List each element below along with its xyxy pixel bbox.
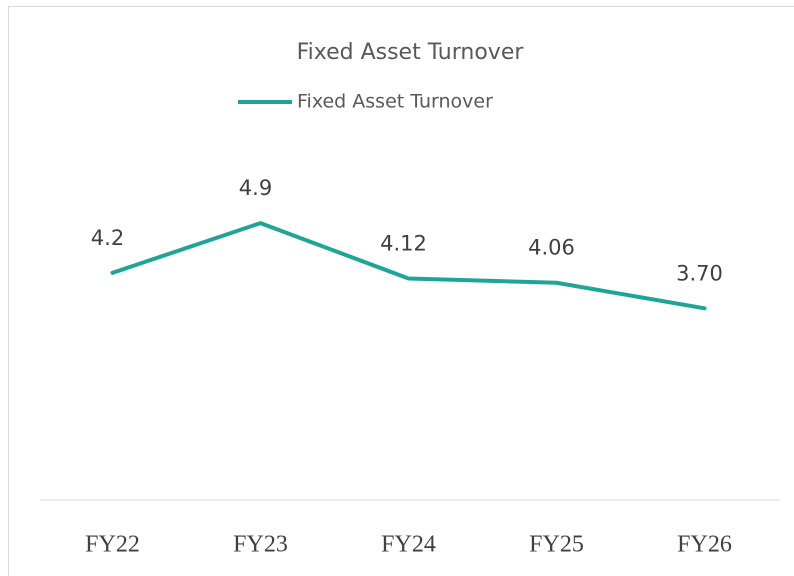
x-tick-label: FY22: [85, 532, 140, 558]
data-label: 4.06: [528, 236, 575, 260]
data-label: 4.9: [239, 176, 272, 200]
x-tick-label: FY24: [381, 532, 436, 558]
data-label: 3.70: [676, 261, 723, 285]
data-line: [110, 221, 707, 311]
x-tick-label: FY25: [529, 532, 584, 558]
x-tick-label: FY23: [233, 532, 288, 558]
legend-label: Fixed Asset Turnover: [297, 91, 493, 113]
x-tick-label: FY26: [677, 532, 732, 558]
chart-title: Fixed Asset Turnover: [297, 40, 525, 65]
data-label: 4.12: [380, 231, 427, 255]
chart-border: [8, 6, 794, 576]
data-label: 4.2: [91, 226, 124, 250]
